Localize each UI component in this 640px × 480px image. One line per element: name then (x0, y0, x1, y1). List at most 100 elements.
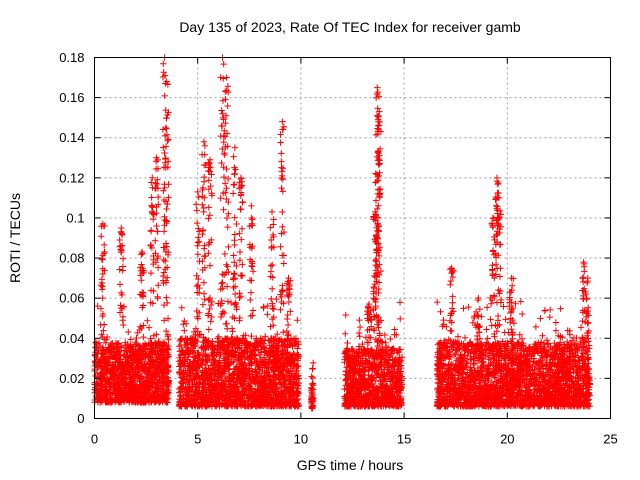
data-point (97, 321, 104, 329)
data-point (157, 348, 164, 356)
data-point (134, 329, 141, 336)
data-point (99, 344, 107, 351)
data-point (109, 339, 116, 347)
data-point (154, 388, 162, 395)
data-point (159, 343, 166, 350)
data-point (355, 329, 363, 337)
data-point (149, 349, 157, 357)
data-point (356, 333, 363, 340)
data-point (130, 349, 137, 356)
data-point (164, 389, 172, 397)
data-point (180, 321, 187, 328)
data-point (133, 383, 140, 390)
data-point (156, 353, 163, 360)
data-point (99, 356, 107, 364)
data-point (160, 386, 167, 393)
data-point (141, 342, 148, 350)
data-point (161, 374, 168, 382)
data-point (465, 303, 472, 311)
data-point (133, 362, 141, 370)
data-point (140, 380, 148, 387)
data-point (152, 389, 159, 396)
data-point (103, 388, 111, 395)
data-point (151, 339, 159, 346)
data-point (381, 331, 389, 339)
data-point (178, 336, 185, 343)
data-point (146, 341, 153, 348)
data-point (134, 363, 141, 371)
data-point (109, 390, 116, 397)
data-point (107, 384, 115, 391)
data-point (356, 323, 364, 331)
data-point (110, 389, 117, 396)
data-point (147, 383, 155, 391)
data-point (135, 373, 142, 380)
data-point (310, 359, 317, 367)
data-point (387, 335, 394, 343)
data-point (342, 330, 349, 337)
data-point (264, 311, 271, 318)
data-point (110, 344, 117, 352)
data-point (181, 317, 188, 325)
data-point (123, 387, 130, 394)
data-point (95, 388, 103, 396)
data-point (121, 392, 128, 400)
data-point (102, 375, 110, 382)
data-point (133, 334, 140, 342)
data-point (158, 392, 165, 400)
data-point (153, 364, 160, 371)
data-point (156, 358, 164, 366)
data-point (105, 380, 112, 387)
data-point (141, 398, 148, 406)
data-point (108, 362, 116, 369)
data-point (156, 398, 163, 406)
data-point (98, 370, 106, 377)
data-point (156, 374, 163, 381)
data-point (208, 313, 215, 321)
data-point (159, 397, 166, 405)
data-point (138, 392, 145, 399)
data-point (158, 358, 165, 365)
data-point (98, 378, 105, 385)
data-point (128, 361, 136, 369)
data-point (115, 348, 123, 355)
data-point (100, 327, 107, 334)
data-point (155, 341, 162, 348)
data-point (135, 342, 143, 350)
data-point (117, 359, 124, 367)
data-point (130, 357, 137, 364)
data-point (135, 386, 142, 394)
data-point (124, 352, 131, 359)
data-point (255, 363, 263, 370)
data-point (152, 396, 160, 404)
data-point (129, 393, 137, 400)
data-point (134, 350, 142, 357)
data-point (114, 390, 122, 397)
data-point (114, 344, 121, 351)
data-point (124, 368, 132, 375)
data-point (146, 367, 154, 374)
data-point (123, 376, 130, 383)
data-point (132, 399, 139, 406)
data-point (160, 317, 168, 324)
data-point (165, 336, 172, 343)
data-point (131, 377, 138, 384)
data-point (144, 317, 151, 324)
data-point (128, 393, 136, 401)
data-point (210, 356, 217, 363)
data-point (231, 315, 238, 322)
data-point (107, 373, 115, 381)
data-point (121, 364, 128, 372)
data-point (145, 353, 152, 360)
data-point (92, 343, 99, 351)
data-point (391, 326, 398, 333)
data-point (92, 387, 100, 395)
data-point (102, 398, 110, 406)
data-point (139, 346, 146, 354)
data-point (117, 370, 124, 378)
data-point (396, 299, 404, 306)
data-point (120, 347, 128, 354)
data-point (532, 323, 540, 331)
data-point (165, 386, 172, 394)
